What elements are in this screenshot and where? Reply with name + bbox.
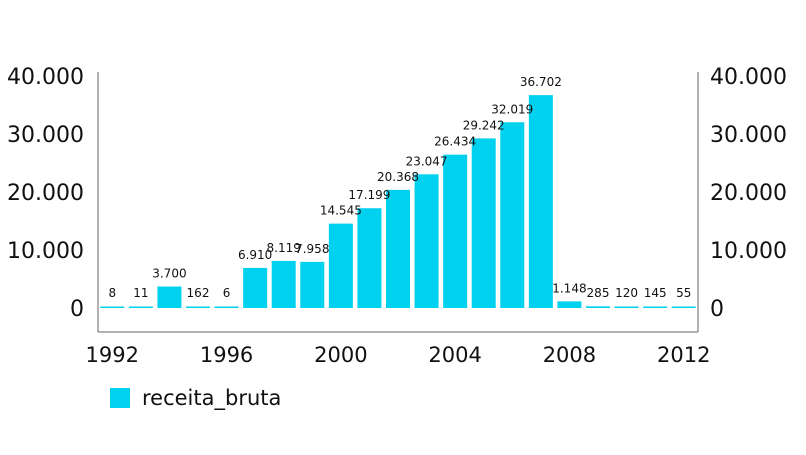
bar-2004 [443, 154, 468, 308]
y-tick-label-left: 0 [70, 297, 84, 322]
y-tick-label-left: 30.000 [7, 123, 84, 148]
axis-lines [97, 72, 699, 333]
data-label-2003: 23.047 [406, 154, 448, 168]
bar-1993 [128, 306, 153, 308]
bar-1996 [214, 306, 239, 308]
data-label-1994: 3.700 [152, 267, 186, 281]
data-label-2008: 1.148 [552, 281, 586, 295]
data-label-1999: 7.958 [295, 242, 329, 256]
data-label-2002: 20.368 [377, 170, 419, 184]
bar-2012 [671, 306, 696, 308]
y-tick-label-left: 20.000 [7, 181, 84, 206]
y-tick-label-right: 30.000 [710, 123, 787, 148]
legend: receita_bruta [110, 386, 281, 410]
legend-label: receita_bruta [142, 386, 282, 410]
bar-1992 [100, 306, 125, 308]
bar-2003 [414, 174, 439, 308]
y-tick-label-right: 20.000 [710, 181, 787, 206]
data-label-1993: 11 [133, 286, 148, 300]
y-axis-right: 0 10.000 20.000 30.000 40.000 [710, 65, 787, 322]
y-axis-left: 0 10.000 20.000 30.000 40.000 [7, 65, 84, 322]
bar-1994 [157, 286, 182, 308]
data-label-2007: 36.702 [520, 75, 562, 89]
data-label-2009: 285 [587, 286, 610, 300]
bar-2007 [528, 95, 553, 308]
bar-2011 [643, 306, 668, 308]
bar-2002 [386, 189, 410, 308]
x-tick-label-2000: 2000 [314, 343, 367, 367]
data-label-1995: 162 [187, 286, 210, 300]
bar-2000 [328, 223, 353, 308]
x-tick-label-2004: 2004 [428, 343, 481, 367]
data-label-2012: 55 [676, 286, 691, 300]
bar-2008 [557, 301, 582, 308]
x-axis: 1992 1996 2000 2004 2008 2012 [86, 343, 711, 367]
data-label-2004: 26.434 [434, 135, 476, 149]
bar-1997 [243, 267, 268, 308]
x-tick-label-1992: 1992 [86, 343, 139, 367]
bar-2006 [500, 122, 525, 309]
y-tick-label-left: 40.000 [7, 65, 84, 90]
bar-1995 [186, 306, 210, 308]
x-tick-label-1996: 1996 [200, 343, 253, 367]
data-label-1992: 8 [108, 286, 116, 300]
y-tick-label-left: 10.000 [7, 239, 84, 264]
data-label-1998: 8.119 [267, 241, 301, 255]
y-tick-label-right: 0 [710, 297, 724, 322]
y-tick-label-right: 40.000 [710, 65, 787, 90]
data-label-2011: 145 [644, 286, 667, 300]
data-label-1997: 6.910 [238, 248, 272, 262]
x-tick-label-2012: 2012 [657, 343, 710, 367]
data-label-2000: 14.545 [320, 204, 362, 218]
y-tick-label-right: 10.000 [710, 239, 787, 264]
bar-2001 [357, 208, 382, 308]
data-label-2005: 29.242 [463, 118, 505, 132]
bar-1999 [300, 261, 325, 308]
data-label-2001: 17.199 [348, 188, 390, 202]
bars [100, 95, 696, 309]
data-label-2010: 120 [615, 286, 638, 300]
bar-2010 [614, 306, 639, 308]
bar-2005 [471, 138, 496, 308]
x-tick-label-2008: 2008 [543, 343, 596, 367]
legend-swatch [110, 388, 130, 408]
data-label-2006: 32.019 [491, 102, 533, 116]
bar-2009 [586, 306, 610, 308]
data-label-1996: 6 [223, 286, 231, 300]
bar-1998 [271, 260, 296, 308]
